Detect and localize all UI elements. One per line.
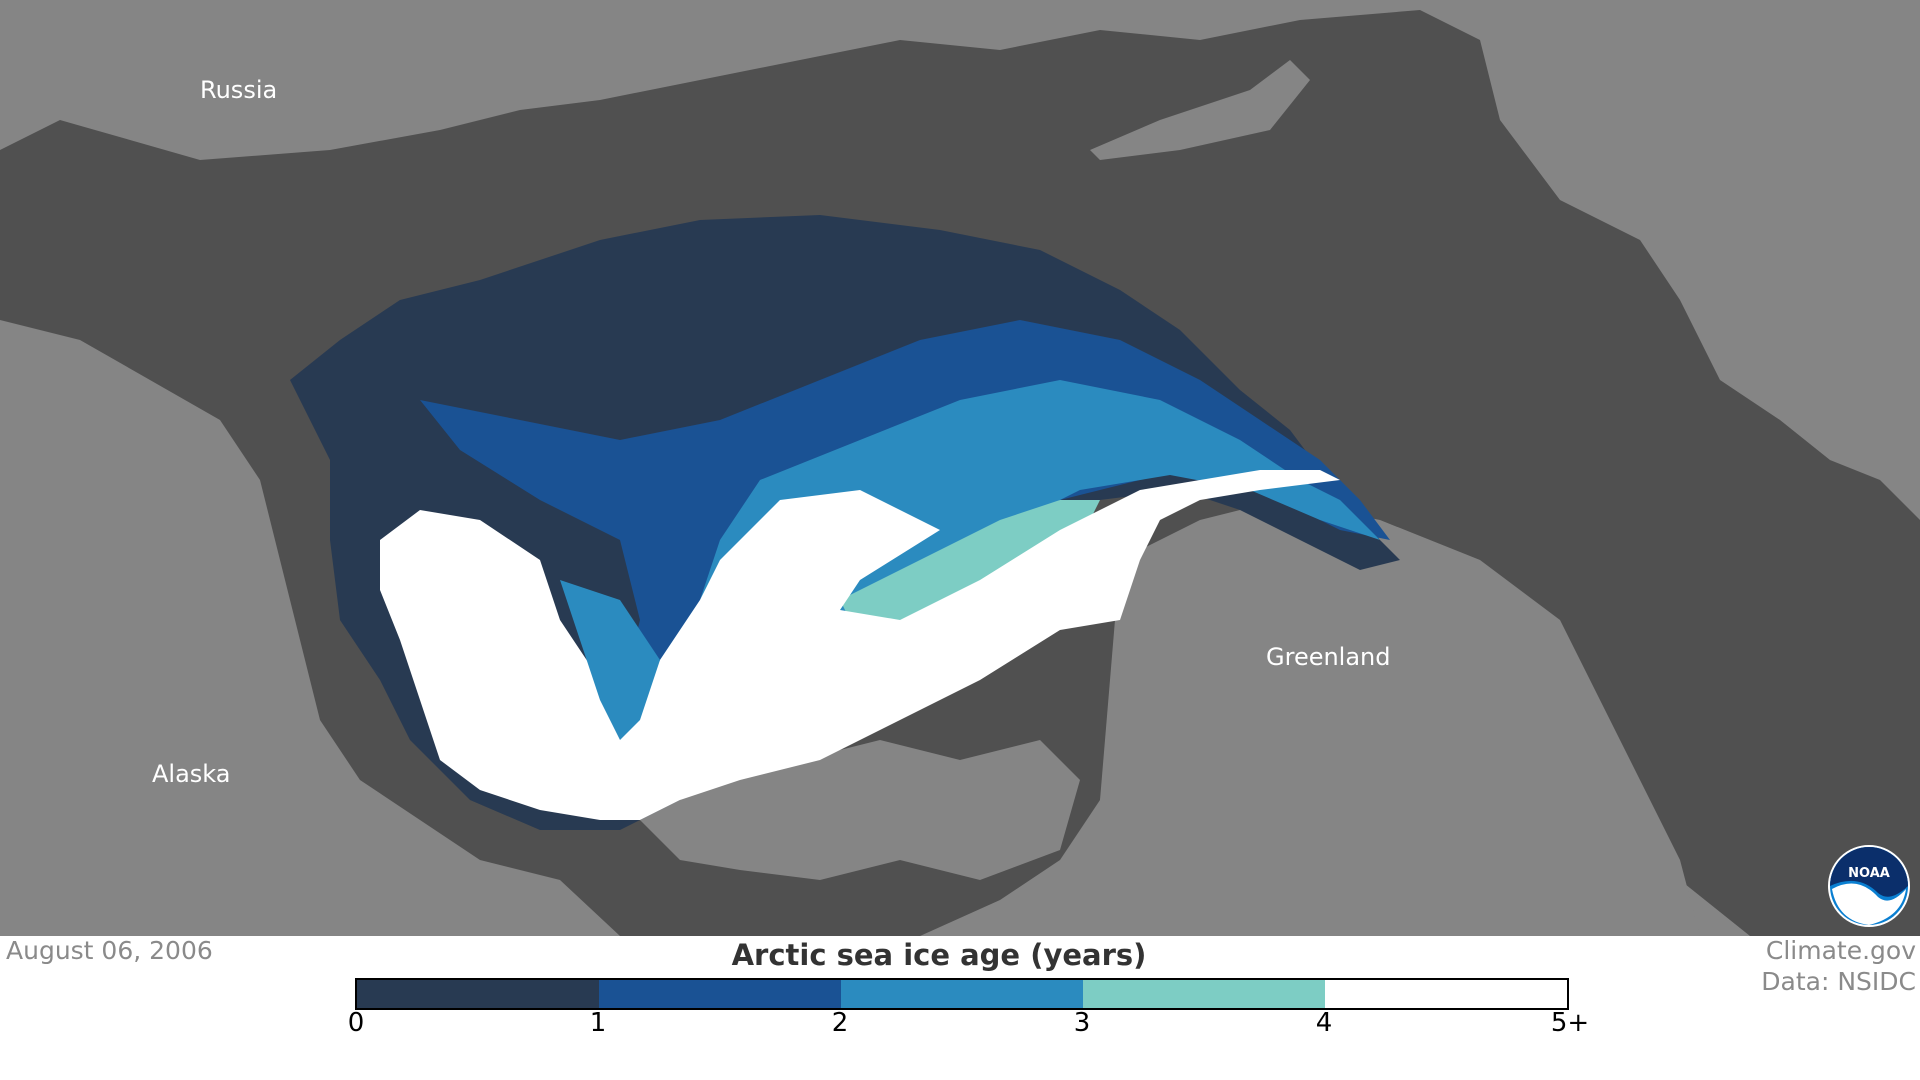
label-greenland: Greenland bbox=[1266, 643, 1391, 671]
label-alaska: Alaska bbox=[152, 760, 231, 788]
arctic-map bbox=[0, 0, 1920, 936]
legend-tick: 3 bbox=[1073, 1008, 1091, 1038]
legend-swatch-2-3 bbox=[841, 980, 1083, 1008]
ice-tongue-age-2 bbox=[560, 580, 660, 740]
greenland-land bbox=[1100, 500, 1700, 936]
credit-data: Data: NSIDC bbox=[1761, 967, 1916, 996]
legend-colorbar bbox=[355, 978, 1569, 1010]
legend-footer: August 06, 2006 Climate.gov Data: NSIDC … bbox=[0, 936, 1920, 1080]
label-russia: Russia bbox=[200, 76, 278, 104]
date-label: August 06, 2006 bbox=[6, 936, 213, 965]
legend-swatch-1-2 bbox=[599, 980, 841, 1008]
legend-tick: 2 bbox=[831, 1008, 849, 1038]
noaa-logo-text: NOAA bbox=[1848, 866, 1890, 881]
island-svalbard bbox=[1090, 60, 1310, 160]
legend-tick: 0 bbox=[347, 1008, 365, 1038]
ice-age-3 bbox=[840, 500, 1100, 640]
legend-title: Arctic sea ice age (years) bbox=[731, 938, 1147, 972]
legend-swatch-0-1 bbox=[357, 980, 599, 1008]
legend-tick: 4 bbox=[1315, 1008, 1333, 1038]
legend-swatch-4-5 bbox=[1325, 980, 1567, 1008]
legend-tick: 5+ bbox=[1550, 1008, 1590, 1038]
credit-site: Climate.gov bbox=[1765, 936, 1916, 965]
legend-tick: 1 bbox=[589, 1008, 607, 1038]
noaa-logo: NOAA bbox=[1828, 845, 1910, 927]
ice-age-2 bbox=[660, 380, 1380, 730]
legend-swatch-3-4 bbox=[1083, 980, 1325, 1008]
